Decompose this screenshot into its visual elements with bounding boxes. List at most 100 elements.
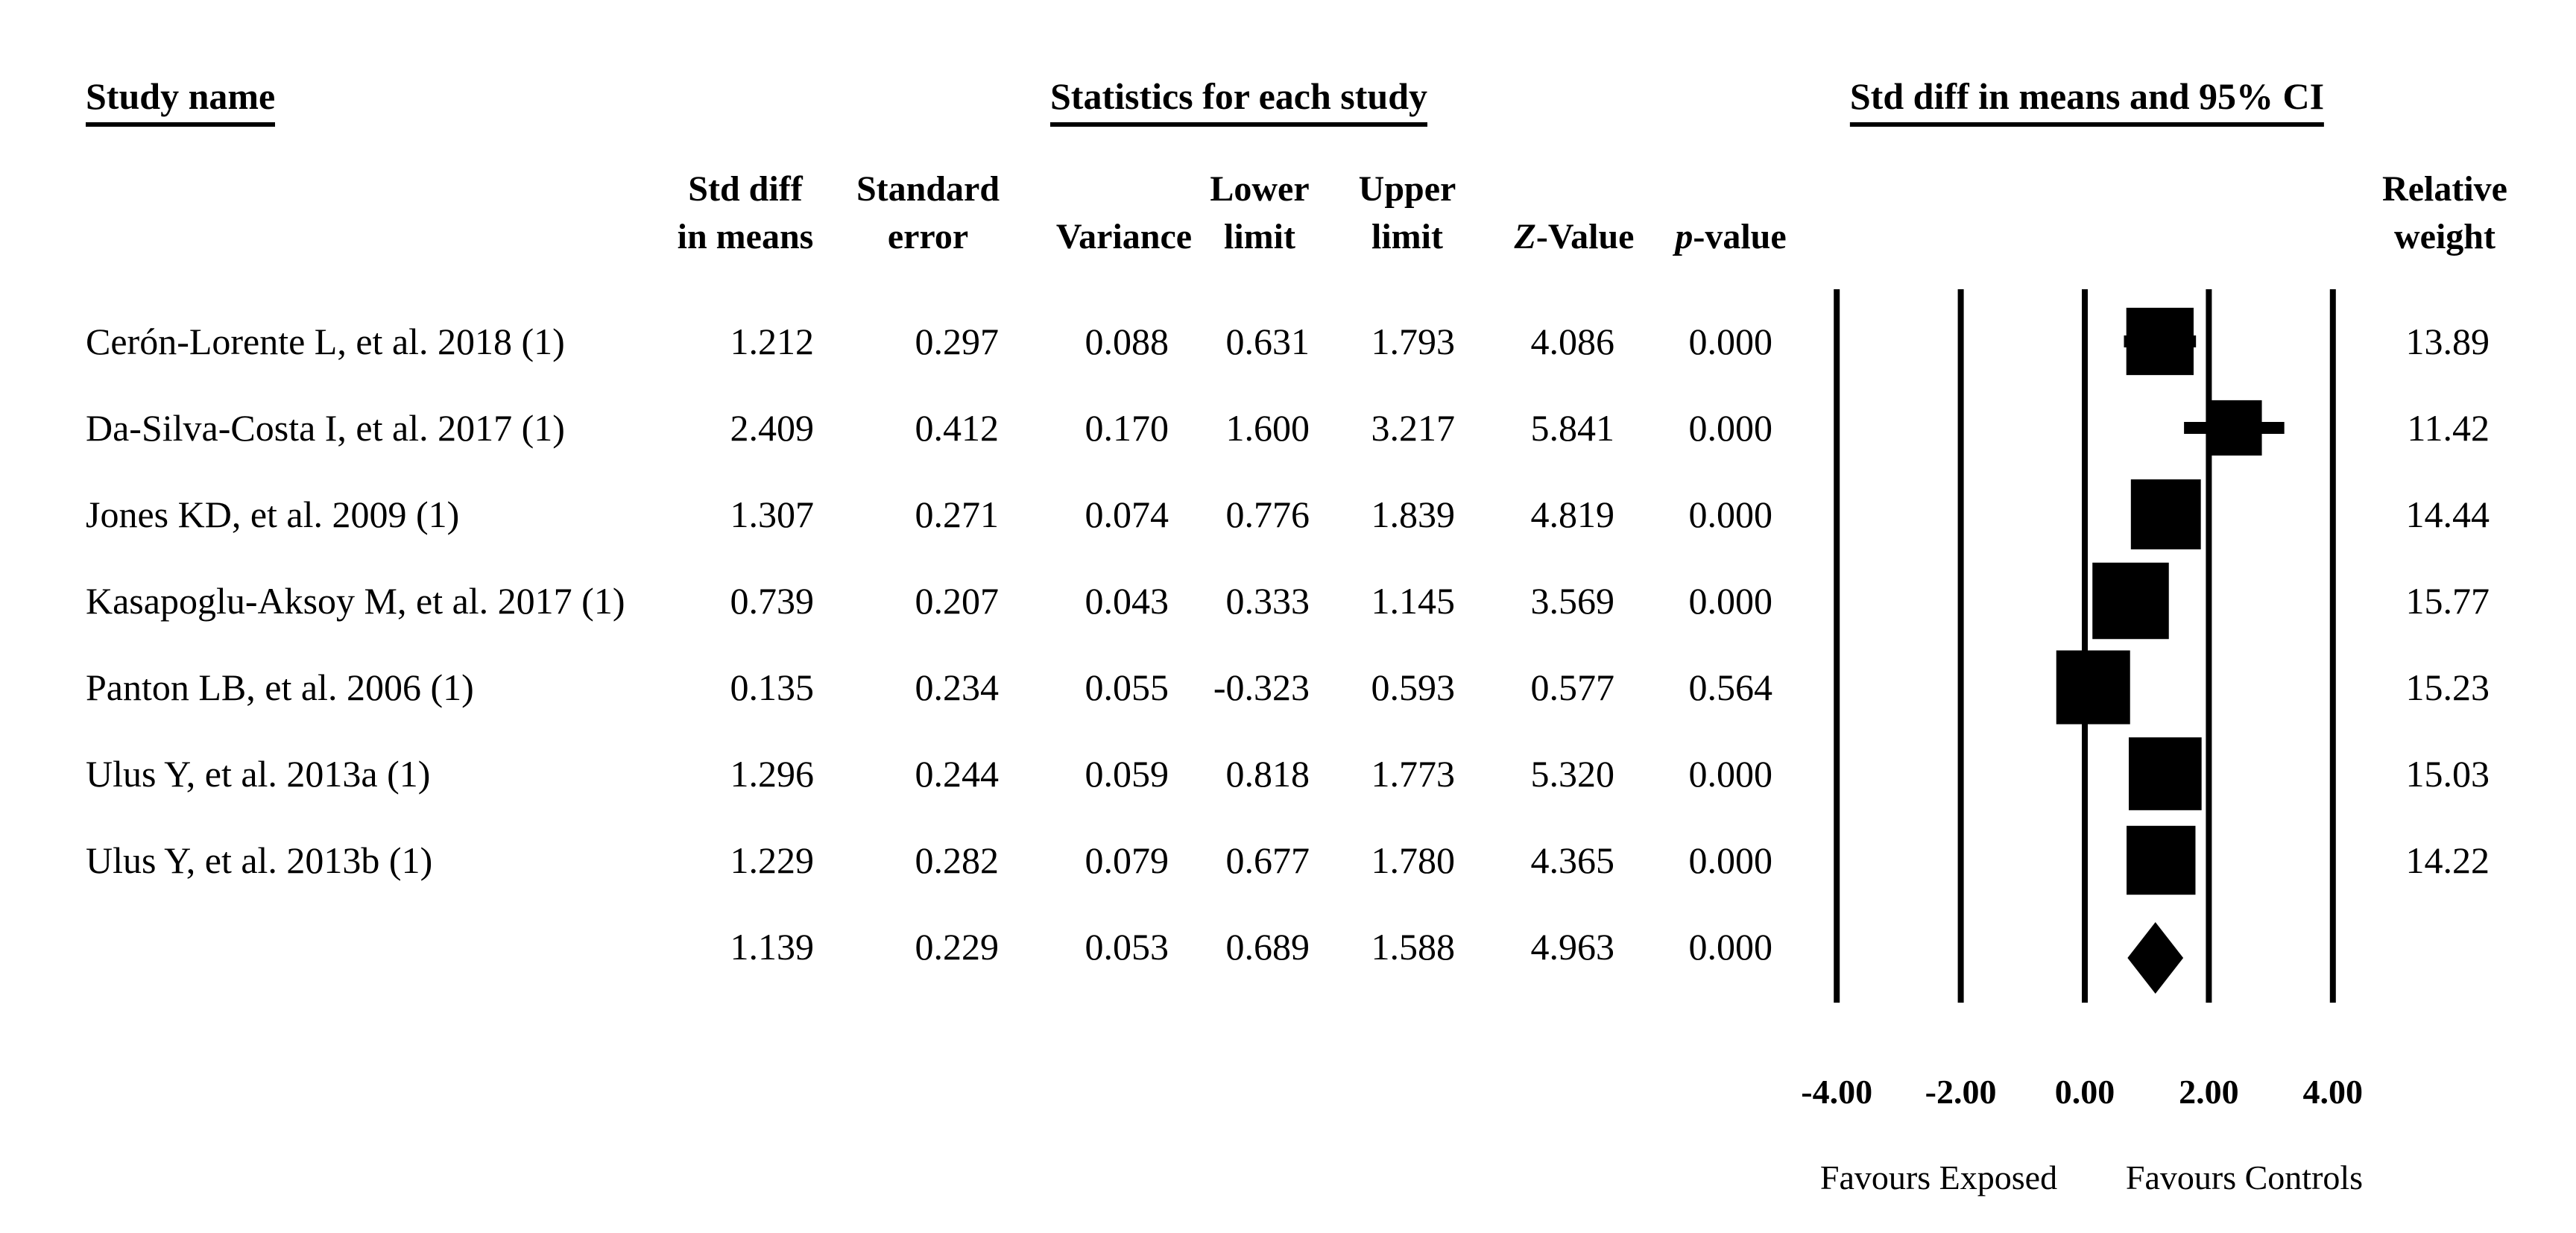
value-variance: 0.059: [1085, 753, 1169, 795]
value-upper-limit: 1.839: [1371, 493, 1456, 535]
value-lower-limit: 0.818: [1225, 753, 1310, 795]
study-name-heading: Study name: [86, 75, 276, 127]
value-lower-limit: 1.600: [1225, 407, 1310, 449]
value-z-value: 4.963: [1530, 926, 1615, 968]
value-p-value: 0.000: [1688, 493, 1773, 535]
col-header-upper-limit: Upper limit: [1359, 165, 1456, 261]
col-header-line: Relative: [2382, 169, 2507, 209]
value-p-value: 0.000: [1688, 407, 1773, 449]
value-lower-limit: 0.689: [1225, 926, 1310, 968]
value-lower-limit: 0.333: [1225, 580, 1310, 622]
axis-line: [2082, 289, 2088, 1003]
value-relative-weight: 14.22: [2405, 839, 2490, 881]
value-upper-limit: 1.145: [1371, 580, 1456, 622]
value-relative-weight: 15.77: [2405, 580, 2490, 622]
col-header-part: Z: [1514, 217, 1536, 256]
x-axis-tick-label: -2.00: [1925, 1073, 1997, 1111]
value-p-value: 0.000: [1688, 839, 1773, 881]
col-header-line: Std diff: [688, 169, 803, 209]
value-lower-limit: 0.631: [1225, 321, 1310, 362]
col-header-line: weight: [2394, 217, 2496, 256]
effect-square: [2126, 307, 2194, 376]
axis-line: [2206, 289, 2212, 1003]
value-variance: 0.074: [1085, 493, 1169, 535]
x-axis-tick-label: -4.00: [1801, 1073, 1873, 1111]
value-relative-weight: 11.42: [2407, 407, 2490, 449]
value-std-diff: 1.212: [730, 321, 815, 362]
col-header-p-value: p-value: [1675, 213, 1786, 261]
value-relative-weight: 14.44: [2405, 493, 2490, 535]
value-upper-limit: 3.217: [1371, 407, 1456, 449]
study-name: Ulus Y, et al. 2013b (1): [86, 839, 433, 881]
favours-left-label: Favours Exposed: [1819, 1158, 2058, 1196]
study-name: Kasapoglu-Aksoy M, et al. 2017 (1): [86, 580, 625, 622]
value-variance: 0.055: [1085, 666, 1169, 708]
value-standard-error: 0.271: [915, 493, 1000, 535]
col-header-std-diff: Std diff in means: [678, 165, 814, 261]
value-std-diff: 1.307: [730, 493, 815, 535]
statistics-heading: Statistics for each study: [1049, 75, 1428, 127]
study-name: Da-Silva-Costa I, et al. 2017 (1): [86, 407, 565, 449]
col-header-line: Lower: [1210, 169, 1310, 209]
value-std-diff: 0.739: [730, 580, 815, 622]
col-header-line: limit: [1224, 217, 1295, 256]
favours-right-label: Favours Controls: [2125, 1158, 2364, 1196]
effect-square: [2127, 825, 2196, 895]
effect-square: [2130, 479, 2201, 549]
value-standard-error: 0.207: [915, 580, 1000, 622]
value-p-value: 0.000: [1688, 580, 1773, 622]
value-upper-limit: 1.780: [1371, 839, 1456, 881]
study-name: Ulus Y, et al. 2013a (1): [86, 753, 431, 795]
value-z-value: 5.841: [1530, 407, 1615, 449]
value-p-value: 0.000: [1688, 753, 1773, 795]
value-std-diff: 0.135: [730, 666, 815, 708]
col-header-variance: Variance: [1055, 217, 1193, 256]
axis-line: [2329, 289, 2336, 1003]
value-relative-weight: 13.89: [2405, 321, 2490, 362]
study-name: Cerón-Lorente L, et al. 2018 (1): [86, 321, 565, 362]
value-p-value: 0.000: [1688, 321, 1773, 362]
value-upper-limit: 1.773: [1371, 753, 1456, 795]
col-header-part: -Value: [1535, 217, 1635, 256]
value-std-diff: 1.139: [730, 926, 815, 968]
col-header-line: limit: [1371, 217, 1443, 256]
value-std-diff: 1.229: [730, 839, 815, 881]
value-z-value: 4.819: [1530, 493, 1615, 535]
col-header-line: error: [887, 217, 969, 256]
plot-heading: Std diff in means and 95% CI: [1849, 75, 2325, 127]
effect-square: [2056, 650, 2130, 725]
study-name: Jones KD, et al. 2009 (1): [86, 493, 460, 535]
value-lower-limit: 0.677: [1225, 839, 1310, 881]
value-z-value: 3.569: [1530, 580, 1615, 622]
col-header-line: Standard: [856, 169, 1000, 209]
value-standard-error: 0.282: [915, 839, 1000, 881]
value-std-diff: 2.409: [730, 407, 815, 449]
value-standard-error: 0.297: [915, 321, 1000, 362]
value-variance: 0.079: [1085, 839, 1169, 881]
value-upper-limit: 1.588: [1371, 926, 1456, 968]
value-relative-weight: 15.23: [2405, 666, 2490, 708]
value-lower-limit: 0.776: [1225, 493, 1310, 535]
value-variance: 0.088: [1085, 321, 1169, 362]
value-variance: 0.053: [1085, 926, 1169, 968]
col-header-line: in means: [677, 217, 814, 256]
effect-square: [2092, 562, 2169, 640]
value-z-value: 0.577: [1530, 666, 1615, 708]
col-header-part: -value: [1693, 217, 1787, 256]
value-upper-limit: 0.593: [1371, 666, 1456, 708]
x-axis-tick-label: 0.00: [2054, 1073, 2115, 1111]
value-z-value: 5.320: [1530, 753, 1615, 795]
effect-square: [2206, 400, 2262, 456]
value-standard-error: 0.234: [915, 666, 1000, 708]
study-name: Panton LB, et al. 2006 (1): [86, 666, 474, 708]
axis-line: [1834, 289, 1840, 1003]
value-std-diff: 1.296: [730, 753, 815, 795]
axis-line: [1957, 289, 1964, 1003]
col-header-standard-error: Standard error: [856, 165, 1000, 261]
value-z-value: 4.086: [1530, 321, 1615, 362]
col-header-line: Upper: [1358, 169, 1456, 209]
col-header-part: p: [1675, 217, 1693, 256]
value-p-value: 0.564: [1688, 666, 1773, 708]
